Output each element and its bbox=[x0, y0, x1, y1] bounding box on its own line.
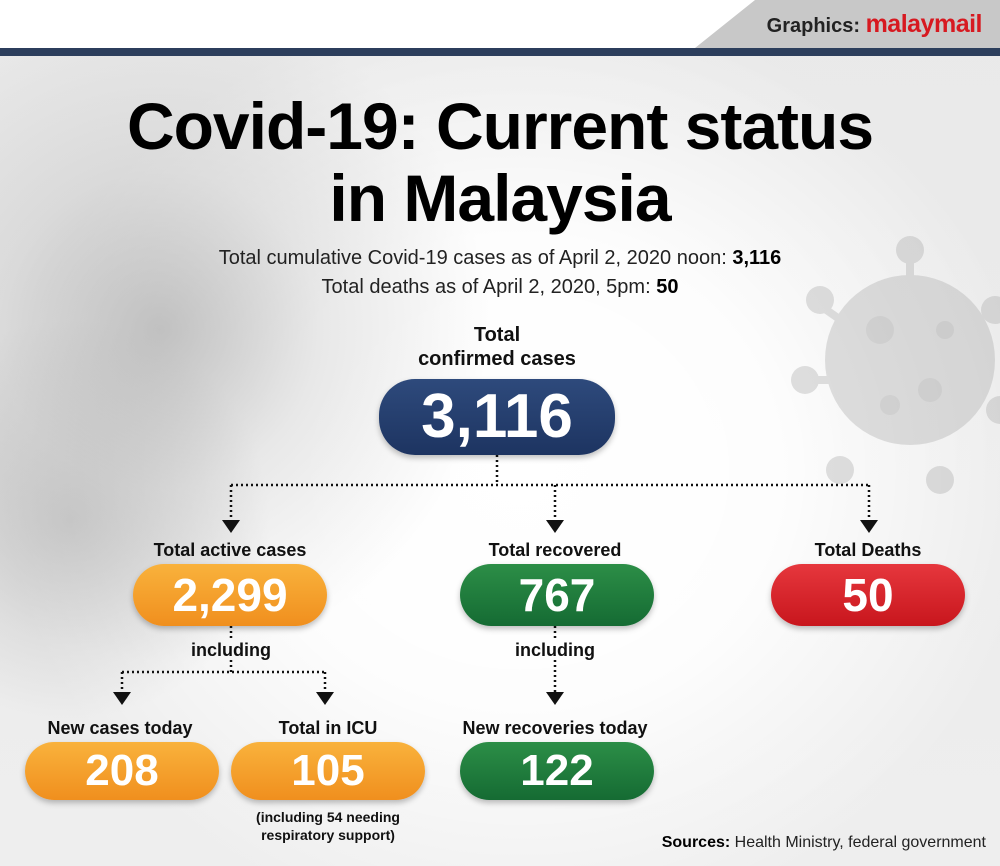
cases-summary-value: 3,116 bbox=[732, 247, 782, 269]
new-cases-label: New cases today bbox=[47, 718, 193, 738]
credit-prefix: Graphics: bbox=[766, 15, 861, 37]
sources-label: Sources: bbox=[661, 834, 731, 851]
brand-logo: malaymail bbox=[865, 10, 983, 38]
new-cases-value: 208 bbox=[25, 742, 219, 800]
active-cases-label: Total active cases bbox=[153, 540, 307, 560]
active-cases-value: 2,299 bbox=[133, 564, 327, 626]
virus-illustration bbox=[791, 236, 1000, 494]
deaths-summary-value: 50 bbox=[656, 276, 679, 298]
icu-value: 105 bbox=[231, 742, 425, 800]
icu-note-line-2: respiratory support) bbox=[261, 827, 395, 843]
deaths-summary-text: Total deaths as of April 2, 2020, 5pm: bbox=[321, 276, 657, 298]
deaths-label: Total Deaths bbox=[814, 540, 922, 560]
icu-label: Total in ICU bbox=[278, 718, 378, 738]
confirmed-label-line-2: confirmed cases bbox=[418, 348, 576, 370]
credit-tab bbox=[695, 0, 1000, 48]
confirmed-label-line-1: Total bbox=[473, 324, 521, 346]
recovered-including-label: including bbox=[515, 640, 595, 660]
active-including-label: including bbox=[191, 640, 271, 660]
recovered-value: 767 bbox=[460, 564, 654, 626]
deaths-value: 50 bbox=[771, 564, 965, 626]
icu-note-line-1: (including 54 needing bbox=[256, 809, 400, 825]
title-line-2: in Malaysia bbox=[329, 161, 671, 235]
title-line-1: Covid-19: Current status bbox=[126, 89, 874, 163]
sources-text: Health Ministry, federal government bbox=[730, 834, 986, 851]
sources-footer: Sources: Health Ministry, federal govern… bbox=[662, 834, 986, 852]
recovered-label: Total recovered bbox=[488, 540, 622, 560]
new-recoveries-label: New recoveries today bbox=[462, 718, 648, 738]
confirmed-label: Total confirmed cases bbox=[397, 323, 597, 371]
deaths-summary: Total deaths as of April 2, 2020, 5pm: 5… bbox=[0, 276, 1000, 299]
cases-summary-text: Total cumulative Covid-19 cases as of Ap… bbox=[218, 247, 733, 269]
confirmed-cases-value: 3,116 bbox=[379, 379, 615, 455]
header-divider bbox=[0, 48, 1000, 56]
cases-summary: Total cumulative Covid-19 cases as of Ap… bbox=[0, 247, 1000, 270]
new-recoveries-value: 122 bbox=[460, 742, 654, 800]
icu-note: (including 54 needing respiratory suppor… bbox=[228, 808, 428, 844]
graphics-credit: Graphics: malaymail bbox=[766, 10, 983, 39]
page-title: Covid-19: Current status in Malaysia bbox=[0, 90, 1000, 234]
